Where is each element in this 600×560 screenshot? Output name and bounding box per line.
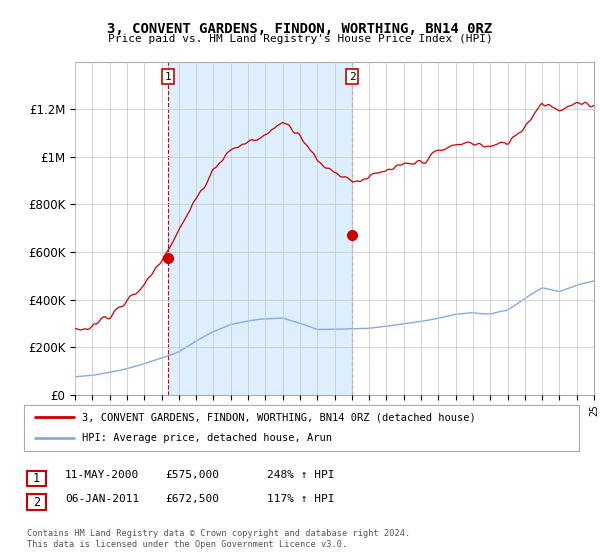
Text: Price paid vs. HM Land Registry's House Price Index (HPI): Price paid vs. HM Land Registry's House … <box>107 34 493 44</box>
Text: 248% ↑ HPI: 248% ↑ HPI <box>267 470 335 480</box>
Text: £575,000: £575,000 <box>165 470 219 480</box>
Text: 1: 1 <box>164 72 171 82</box>
Text: 11-MAY-2000: 11-MAY-2000 <box>65 470 139 480</box>
Text: £672,500: £672,500 <box>165 494 219 504</box>
Text: 117% ↑ HPI: 117% ↑ HPI <box>267 494 335 504</box>
Text: 06-JAN-2011: 06-JAN-2011 <box>65 494 139 504</box>
Text: Contains HM Land Registry data © Crown copyright and database right 2024.
This d: Contains HM Land Registry data © Crown c… <box>27 529 410 549</box>
Text: 3, CONVENT GARDENS, FINDON, WORTHING, BN14 0RZ: 3, CONVENT GARDENS, FINDON, WORTHING, BN… <box>107 22 493 36</box>
Text: 3, CONVENT GARDENS, FINDON, WORTHING, BN14 0RZ (detached house): 3, CONVENT GARDENS, FINDON, WORTHING, BN… <box>82 412 476 422</box>
Bar <box>168 62 352 395</box>
Text: 2: 2 <box>349 72 356 82</box>
Text: HPI: Average price, detached house, Arun: HPI: Average price, detached house, Arun <box>82 433 332 444</box>
Text: 2: 2 <box>33 496 40 508</box>
Text: 1: 1 <box>33 472 40 485</box>
